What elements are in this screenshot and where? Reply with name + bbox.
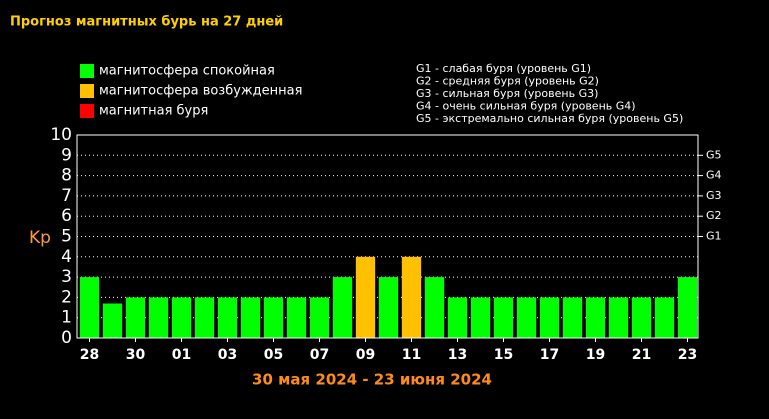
x-tick-label: 05 — [264, 347, 283, 363]
bar — [562, 297, 583, 338]
bar — [539, 297, 560, 338]
y2-tick-label: G2 — [706, 209, 722, 222]
y-tick-label: 3 — [61, 267, 72, 287]
y-tick-label: 4 — [61, 247, 72, 267]
bar — [654, 297, 675, 338]
y2-tick-label: G3 — [706, 189, 722, 202]
x-tick-label: 07 — [310, 347, 329, 363]
bar — [608, 297, 629, 338]
bar — [470, 297, 491, 338]
bar — [125, 297, 146, 338]
bar — [240, 297, 261, 338]
chart-title: Прогноз магнитных бурь на 27 дней — [10, 15, 283, 30]
legend-swatch — [80, 64, 94, 78]
bar — [194, 297, 215, 338]
bar — [171, 297, 192, 338]
bar — [355, 256, 376, 338]
bar — [424, 277, 445, 338]
bar — [309, 297, 330, 338]
y-tick-label: 5 — [61, 227, 72, 247]
storm-level-note: G4 - очень сильная буря (уровень G4) — [416, 100, 636, 113]
y-tick-label: 6 — [61, 206, 72, 226]
bar — [102, 303, 123, 338]
y-tick-label: 9 — [61, 145, 72, 165]
legend-label: магнитосфера спокойная — [99, 64, 275, 79]
x-tick-label: 15 — [494, 347, 513, 363]
y-tick-label: 10 — [50, 125, 72, 145]
bar — [332, 277, 353, 338]
bar — [493, 297, 514, 338]
plot-frame — [76, 134, 699, 339]
bar — [263, 297, 284, 338]
y2-tick-label: G1 — [706, 230, 722, 243]
y-tick-label: 7 — [61, 186, 72, 206]
bar — [447, 297, 468, 338]
legend-swatch — [80, 104, 94, 118]
storm-level-note: G3 - сильная буря (уровень G3) — [416, 87, 598, 100]
x-tick-label: 01 — [172, 347, 191, 363]
y-tick-label: 2 — [61, 287, 72, 307]
x-tick-label: 21 — [632, 347, 651, 363]
y2-tick-label: G5 — [706, 148, 722, 161]
bar — [286, 297, 307, 338]
bar — [516, 297, 537, 338]
y-axis-label: Kp — [29, 228, 51, 248]
y-tick-label: 8 — [61, 166, 72, 186]
bar — [378, 277, 399, 338]
x-tick-label: 11 — [402, 347, 421, 363]
storm-level-note: G1 - слабая буря (уровень G1) — [416, 62, 591, 75]
x-tick-label: 28 — [80, 347, 99, 363]
x-tick-label: 09 — [356, 347, 375, 363]
bar — [677, 277, 698, 338]
bar — [631, 297, 652, 338]
x-tick-label: 19 — [586, 347, 605, 363]
legend-swatch — [80, 84, 94, 98]
y2-tick-label: G4 — [706, 169, 722, 182]
storm-level-note: G5 - экстремально сильная буря (уровень … — [416, 112, 683, 125]
bar — [217, 297, 238, 338]
legend-label: магнитная буря — [99, 104, 208, 119]
x-tick-label: 30 — [126, 347, 146, 363]
bar — [79, 277, 100, 338]
legend-label: магнитосфера возбужденная — [99, 84, 302, 99]
y-tick-label: 1 — [61, 308, 72, 328]
x-tick-label: 23 — [678, 347, 697, 363]
x-tick-label: 13 — [448, 347, 467, 363]
bar — [148, 297, 169, 338]
bar — [585, 297, 606, 338]
storm-level-note: G2 - средняя буря (уровень G2) — [416, 75, 599, 88]
x-tick-label: 03 — [218, 347, 237, 363]
bar — [401, 256, 422, 338]
x-axis-label: 30 мая 2024 - 23 июня 2024 — [252, 371, 492, 389]
x-tick-label: 17 — [540, 347, 559, 363]
y-tick-label: 0 — [61, 328, 72, 348]
